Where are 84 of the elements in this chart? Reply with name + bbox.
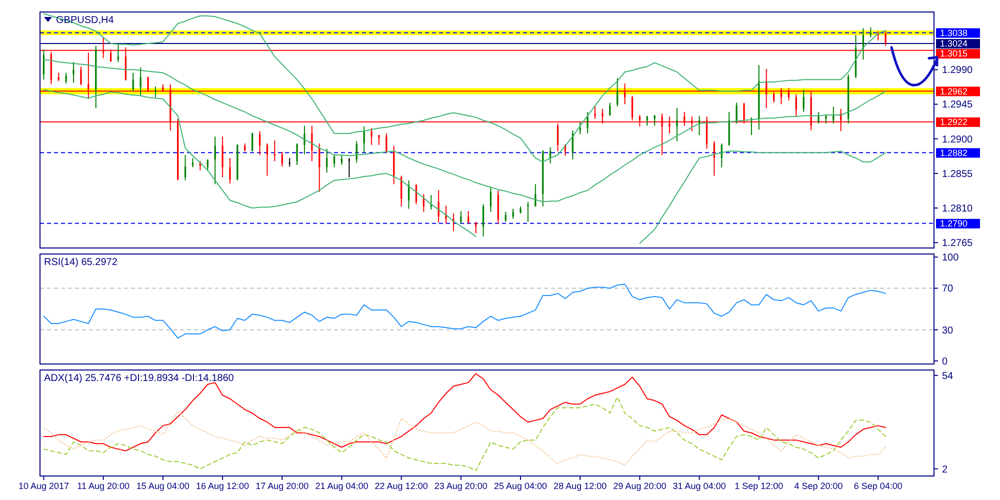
y-tick-label: 1.2810 [942,204,974,215]
candlestick [274,140,276,162]
candlestick [229,158,231,184]
y-tick-label: 1.2855 [942,168,974,180]
line-series [43,396,886,472]
x-tick-label: 11 Aug 20:00 [77,481,130,491]
candlestick [222,136,224,178]
ref-line-label: 1.2882 [940,148,968,158]
x-tick-label: 4 Sep 20:00 [794,481,843,491]
candlestick [490,186,492,212]
candlestick [475,221,477,234]
candlestick [460,210,462,224]
candlestick [266,142,268,176]
candlestick [445,205,447,224]
candlestick [132,72,134,92]
y-tick-label: 1.2945 [942,100,974,111]
x-tick-label: 22 Aug 12:00 [374,481,428,491]
candlestick [370,128,372,146]
candlestick [884,30,886,46]
ref-line-label: 1.2790 [940,218,968,229]
candlestick [594,105,596,120]
candlestick [304,125,306,155]
y-tick-label: 1.2900 [942,134,974,146]
candlestick [140,66,142,96]
candlestick [333,154,336,168]
line-series [43,373,886,452]
candlestick [252,132,254,152]
candlestick [818,111,820,124]
x-tick-label: 16 Aug 12:00 [196,481,250,491]
ref-line-label: 1.2922 [940,117,968,128]
candlestick [609,102,611,116]
candlestick [326,148,328,174]
candlestick [676,108,678,142]
chart-title: ADX(14) 25.7476 +DI:19.8934 -DI:14.1860 [44,373,234,384]
x-tick-label: 23 Aug 20:00 [434,481,488,491]
x-tick-label: 29 Aug 20:00 [613,481,666,491]
x-tick-label: 17 Aug 20:00 [256,481,309,491]
candlestick [281,151,283,168]
candlestick [527,201,529,222]
y-tick-label: 0 [942,356,948,368]
line-series [43,13,886,162]
x-tick-label: 10 Aug 2017 [18,481,70,491]
candlestick [802,89,804,112]
y-tick-label: 1.2765 [942,238,974,250]
y-tick-label: 54 [942,370,954,382]
y-tick-label: 70 [942,284,954,295]
candlestick [117,43,120,62]
candlestick [482,204,484,237]
ref-line-label: 1.3038 [940,28,968,38]
candlestick [258,130,261,156]
ref-line-label: 1.3024 [940,38,968,49]
x-tick-label: 28 Aug 12:00 [554,481,607,491]
candlestick [206,159,208,171]
candlestick [504,211,506,222]
line-series [43,410,886,466]
ref-line-label: 1.2962 [940,86,968,96]
y-tick-label: 30 [942,325,954,336]
candlestick [296,142,298,166]
x-tick-label: 31 Aug 04:00 [672,481,726,491]
candlestick [736,102,738,124]
candlestick [616,78,618,108]
chart-title: RSI(14) 65.2972 [44,257,118,268]
y-tick-label: 1.2990 [942,65,974,76]
candlestick [184,154,186,181]
x-tick-label: 6 Sep 04:00 [854,481,902,491]
candlestick [192,158,194,168]
x-tick-label: 15 Aug 04:00 [136,481,190,491]
candlestick [468,210,470,224]
candlestick [422,194,424,212]
line-series [43,284,886,339]
candlestick [80,66,82,86]
candlestick [72,61,74,84]
x-tick-label: 25 Aug 04:00 [494,481,548,491]
candlestick [318,142,320,192]
candlestick [654,114,656,126]
candlestick [512,208,514,220]
x-tick-label: 21 Aug 04:00 [315,481,368,491]
ref-line-label: 1.3015 [940,48,968,59]
y-tick-label: 100 [942,252,960,264]
x-tick-label: 1 Sep 12:00 [734,481,784,491]
candlestick [646,115,648,126]
candlestick [579,121,581,135]
candlestick [154,86,156,98]
y-tick-label: 2 [942,464,948,476]
